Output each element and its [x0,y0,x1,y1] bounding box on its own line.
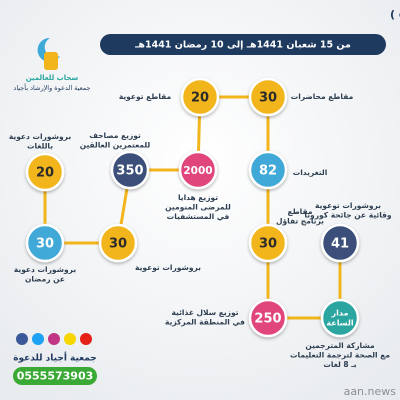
youtube-icon [80,333,92,345]
node-label: للمرضى المنومين [165,203,231,212]
node-value: 30 [109,237,127,252]
node-value: 30 [259,237,277,252]
node-label: بـ 8 لغات [323,360,356,369]
node-label: بروشورات توعوية [135,263,201,272]
phone-pill [13,367,97,385]
logo-crescent [37,37,60,62]
node-circle [320,223,360,263]
subtitle-banner [100,34,386,55]
node-value: مدار [331,309,349,318]
node-circle [25,223,65,263]
logo-name: سحاب للعالمين [26,74,79,82]
watermark: aan.news [344,385,397,398]
node-circle [320,298,360,338]
footer-org: جمعية أجياد للدعوة [13,352,97,364]
node-label: مقاطع محاضرات [291,92,354,101]
social-icons [16,333,92,345]
node-label: التغريدات [293,168,328,177]
node-circle [110,150,150,190]
node-value: 30 [259,91,277,106]
node-value: 20 [36,166,54,181]
node-label: وقائية عن جائحة كورونا [304,211,392,220]
logo-org: جمعية الدعوة والإرشاد بأجياد [13,83,90,92]
node-value: 20 [191,91,209,106]
node-label: توزيع سلال غذائية [171,308,238,317]
node-value: 2000 [183,165,212,177]
node-value: 250 [254,312,281,327]
node-circle [248,77,288,117]
node-circle [248,298,288,338]
node-label: باللغات [27,142,53,151]
twitter-icon [32,333,44,345]
node-label: بروشورات دعوية [14,265,76,274]
node-label: برنامج تفاؤل [276,217,324,226]
nodes: 20 مقاطع توعوية 30 مقاطع محاضرات 2000 توزيع ه… [9,77,392,369]
node-value: الساعة [326,319,353,328]
node-label: مع الصحة لترجمة التعليمات [290,351,390,360]
node-label: في المنطقة المركزية [165,318,245,327]
node-value: 30 [36,237,54,252]
logo-lantern [44,52,58,70]
node-label: في المستشفيات [167,212,230,221]
instagram-icon [48,333,60,345]
node-label: عن رمضان [25,275,65,284]
logo: سحاب للعالمين جمعية الدعوة والإرشاد بأجي… [13,37,91,92]
node-value: 41 [331,237,349,252]
node-circle [180,77,220,117]
node-label: بروشورات دعوية [9,132,71,141]
node-circle [248,223,288,263]
node-label: توزيع مصاحف [89,131,141,140]
node-label: مقاطع [287,207,312,216]
node-label: توزيع هدايا [178,193,218,202]
node-value: 82 [259,164,277,179]
node-circle [178,150,218,190]
node-circle [248,150,288,190]
node-label: بروشورات توعوية [315,201,381,210]
node-label: للمعتمرين العالقين [80,141,151,150]
node-label: مشاركة المترجمين [305,341,375,350]
node-circle [25,152,65,192]
node-circle [98,223,138,263]
title: إنجازات الجمعية خلال أزمة جائحة فيروس كو… [390,7,400,21]
facebook-icon [16,333,28,345]
node-value: 350 [116,164,143,179]
snapchat-icon [64,333,76,345]
node-label: مقاطع توعوية [119,92,172,101]
footer-phone: 0555573903 [17,370,94,383]
subtitle: من 15 شعبان 1441هـ إلى 10 رمضان 1441هـ [134,40,351,51]
